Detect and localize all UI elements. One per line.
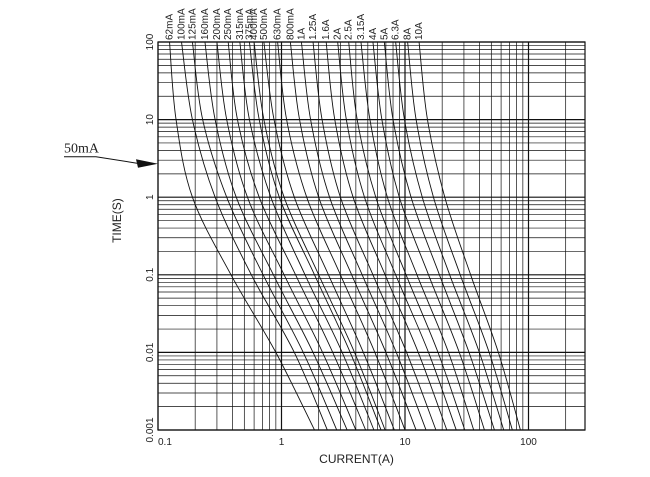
fuse-curve-315ma: [239, 41, 375, 431]
rating-label: 4A: [368, 27, 379, 40]
fuse-curve-400ma: [253, 41, 386, 431]
x-tick-label: 10: [399, 437, 411, 448]
fuse-curve-62ma: [169, 41, 315, 431]
plot-frame: [157, 41, 586, 431]
rating-label: 160mA: [200, 8, 211, 40]
rating-label: 62mA: [165, 14, 176, 40]
fuse-curve-10a: [418, 41, 521, 431]
y-tick-label: 10: [145, 114, 156, 126]
rating-label: 800mA: [285, 8, 296, 40]
callout-arrowhead: [136, 159, 158, 168]
fuse-curve-3-15a: [360, 41, 475, 431]
rating-label: 125mA: [187, 8, 198, 40]
rating-label: 1.6A: [321, 19, 332, 40]
fuse-curve-160ma: [204, 41, 348, 431]
rating-label: 250mA: [223, 8, 234, 40]
rating-label: 375mA: [244, 8, 255, 40]
curves: [169, 41, 521, 431]
rating-label: 630mA: [273, 8, 284, 40]
y-tick-label: 0.01: [145, 342, 156, 362]
rating-label: 315mA: [235, 8, 246, 40]
rating-label: 10A: [414, 22, 425, 40]
fuse-curve-1a: [300, 41, 427, 431]
fuse-curve-100ma: [181, 41, 328, 431]
fuse-curve-6-3a: [395, 41, 505, 431]
rating-label: 8A: [403, 27, 414, 40]
rating-label: 500mA: [259, 8, 270, 40]
rating-label: 1A: [296, 27, 307, 40]
callout-line: [64, 156, 141, 165]
y-tick-labels: 0.001 0.01 0.1 1 10 100: [145, 33, 156, 442]
fuse-curve-1-6a: [325, 41, 448, 431]
x-tick-label: 0.1: [158, 437, 172, 448]
x-tick-labels: 0.1 1 10 100: [158, 437, 537, 448]
fuse-curve-1-25a: [312, 41, 437, 431]
fuse-curve-250ma: [227, 41, 367, 431]
rating-label: 1.25A: [308, 14, 319, 40]
rating-label: 3.15A: [356, 14, 367, 40]
fuse-curve-2-5a: [348, 41, 466, 431]
y-tick-label: 100: [145, 33, 156, 50]
y-tick-label: 0.1: [145, 267, 156, 281]
y-tick-label: 1: [145, 194, 156, 200]
callout-50ma: 50mA: [64, 142, 158, 168]
x-axis-title: CURRENT(A): [319, 452, 394, 466]
callout-label: 50mA: [64, 142, 100, 157]
fuse-curve-375ma: [248, 41, 382, 431]
x-tick-label: 100: [520, 437, 537, 448]
y-tick-label: 0.001: [145, 417, 156, 442]
rating-label: 100mA: [177, 8, 188, 40]
fuse-curve-630ma: [277, 41, 406, 431]
rating-label: 200mA: [212, 8, 223, 40]
fuse-curve-800ma: [289, 41, 417, 431]
fuse-curve-2a: [337, 41, 457, 431]
rating-label: 400mA: [249, 8, 260, 40]
fuse-curve-8a: [407, 41, 513, 431]
x-tick-label: 1: [279, 437, 285, 448]
rating-label: 2.5A: [344, 19, 355, 40]
rating-label: 6.3A: [391, 19, 402, 40]
rating-labels: 62mA 100mA 125mA 160mA 200mA 250mA 315mA375mA4…: [165, 8, 426, 40]
fuse-curve-200ma: [216, 41, 357, 431]
fuse-curve-500ma: [263, 41, 395, 431]
fuse-curve-4a: [372, 41, 485, 431]
rating-label: 2A: [333, 27, 344, 40]
fuse-curve-125ma: [191, 41, 338, 431]
y-axis-title: TIME(S): [110, 198, 124, 243]
rating-label: 5A: [379, 27, 390, 40]
fuse-curve-5a: [383, 41, 495, 431]
